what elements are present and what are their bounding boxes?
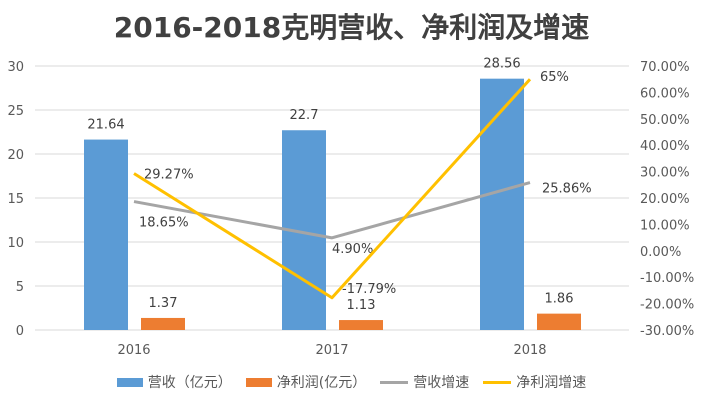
line-data-label: 18.65% [139,216,189,231]
right-tick-label: -10.00% [640,271,694,286]
bar-profit [141,317,185,330]
bar-data-label: 28.56 [483,57,520,72]
right-tick-label: 0.00% [640,245,681,260]
legend-swatch [483,380,512,384]
bar-profit [339,320,383,330]
left-tick-label: 10 [7,236,24,251]
legend-item: 营收增速 [380,372,469,392]
bar-data-label: 22.7 [290,108,319,123]
right-tick-label: 50.00% [640,113,690,128]
legend-swatch [116,377,143,387]
legend-item: 净利润增速 [483,372,586,392]
line-data-label: 29.27% [144,168,194,183]
left-tick-label: 5 [16,280,24,295]
legend-label: 净利润增速 [516,375,587,391]
line-profit-growth [133,78,532,300]
bar-revenue [480,78,524,330]
left-tick-label: 0 [16,324,24,339]
chart-title: 2016-2018克明营收、净利润及增速 [113,11,590,44]
bar-data-label: 1.86 [545,292,574,307]
legend-label: 营收（亿元） [147,375,232,391]
bar-data-label: 1.13 [347,298,376,313]
right-tick-label: 30.00% [640,166,690,181]
x-tick-label: 2017 [315,343,348,358]
legend: 营收（亿元） 净利润(亿元） 营收增速 净利润增速 [0,372,703,392]
left-tick-label: 20 [7,148,24,163]
line-data-label: 4.90% [332,242,373,257]
line-data-label: 65% [540,70,569,85]
legend-label: 营收增速 [413,375,470,391]
right-tick-label: -30.00% [640,324,694,339]
legend-label: 净利润(亿元） [276,375,367,391]
legend-item: 净利润(亿元） [245,372,367,392]
left-tick-label: 30 [7,60,24,75]
right-tick-label: -20.00% [640,298,694,313]
line-data-label: 25.86% [542,182,592,197]
right-tick-label: 20.00% [640,192,690,207]
bar-data-label: 1.37 [149,296,178,311]
right-tick-label: 40.00% [640,139,690,154]
legend-swatch [245,377,272,387]
bar-data-label: 21.64 [87,118,124,133]
x-tick-label: 2016 [117,343,150,358]
right-tick-label: 10.00% [640,218,690,233]
right-tick-label: 60.00% [640,86,690,101]
left-tick-label: 15 [7,192,24,207]
legend-swatch [380,380,409,384]
right-tick-label: 70.00% [640,60,690,75]
line-data-label: -17.79% [342,282,396,297]
left-tick-label: 25 [7,104,24,119]
x-tick-label: 2018 [513,343,546,358]
legend-item: 营收（亿元） [116,372,232,392]
bar-revenue [84,139,128,330]
bar-profit [537,313,581,330]
